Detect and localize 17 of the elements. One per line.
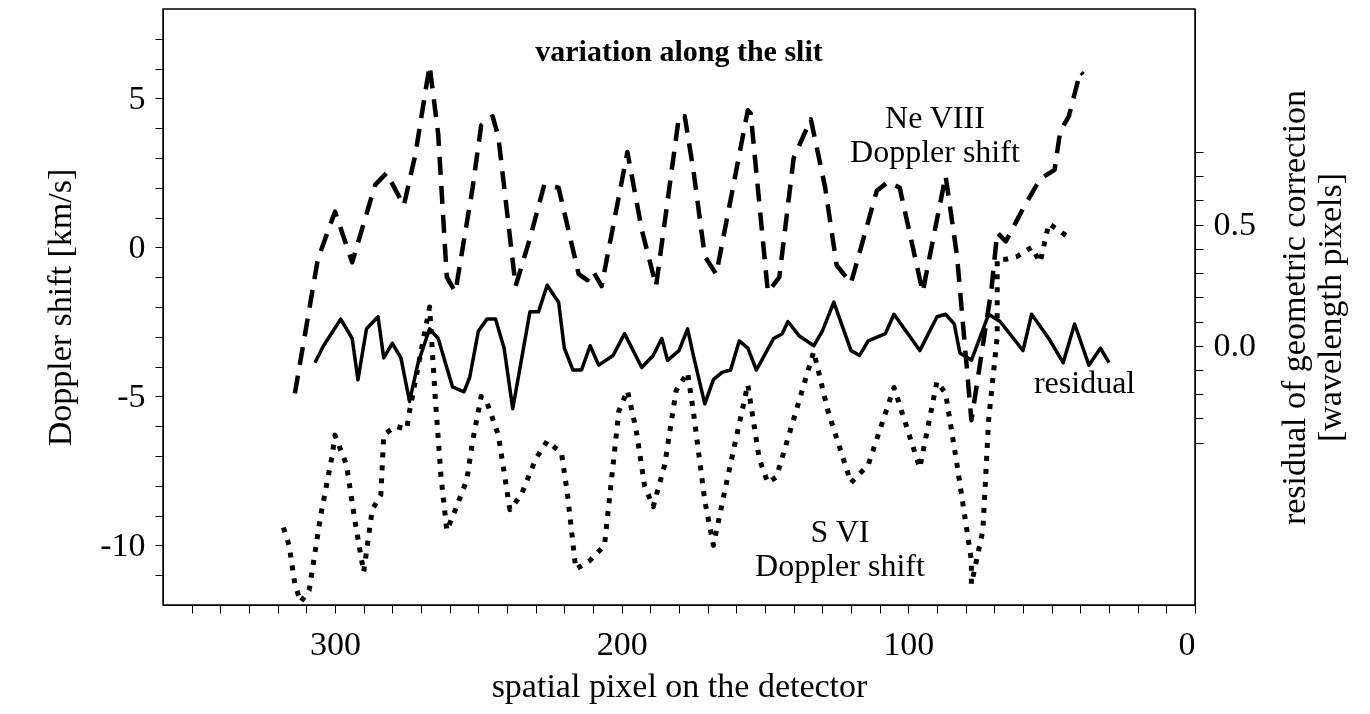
y-tick-label: 5 (128, 78, 146, 116)
y2-tick-label: 0.5 (1213, 205, 1256, 243)
y-tick-label: 0 (128, 227, 146, 265)
x-tick-label: 100 (883, 624, 935, 662)
x-tick-label: 300 (310, 624, 361, 662)
x-tick-label: 0 (1178, 624, 1196, 662)
x-tick-label: 200 (596, 624, 648, 662)
text: variation along the slit (535, 34, 823, 67)
series-label: S VI Doppler shift (755, 513, 925, 584)
y-tick-label: -10 (100, 525, 146, 563)
series-label: residual (1033, 364, 1136, 401)
y-tick-label: -5 (117, 376, 146, 414)
series-label: Ne VIII Doppler shift (850, 99, 1020, 170)
y2-tick-label: 0.0 (1213, 326, 1256, 364)
y2-axis-title: residual of geometric correction [wavelength pixels] (1275, 89, 1348, 526)
y-axis-title: Doppler shift [km/s] (41, 168, 79, 447)
x-axis-title: spatial pixel on the detector (491, 666, 869, 704)
